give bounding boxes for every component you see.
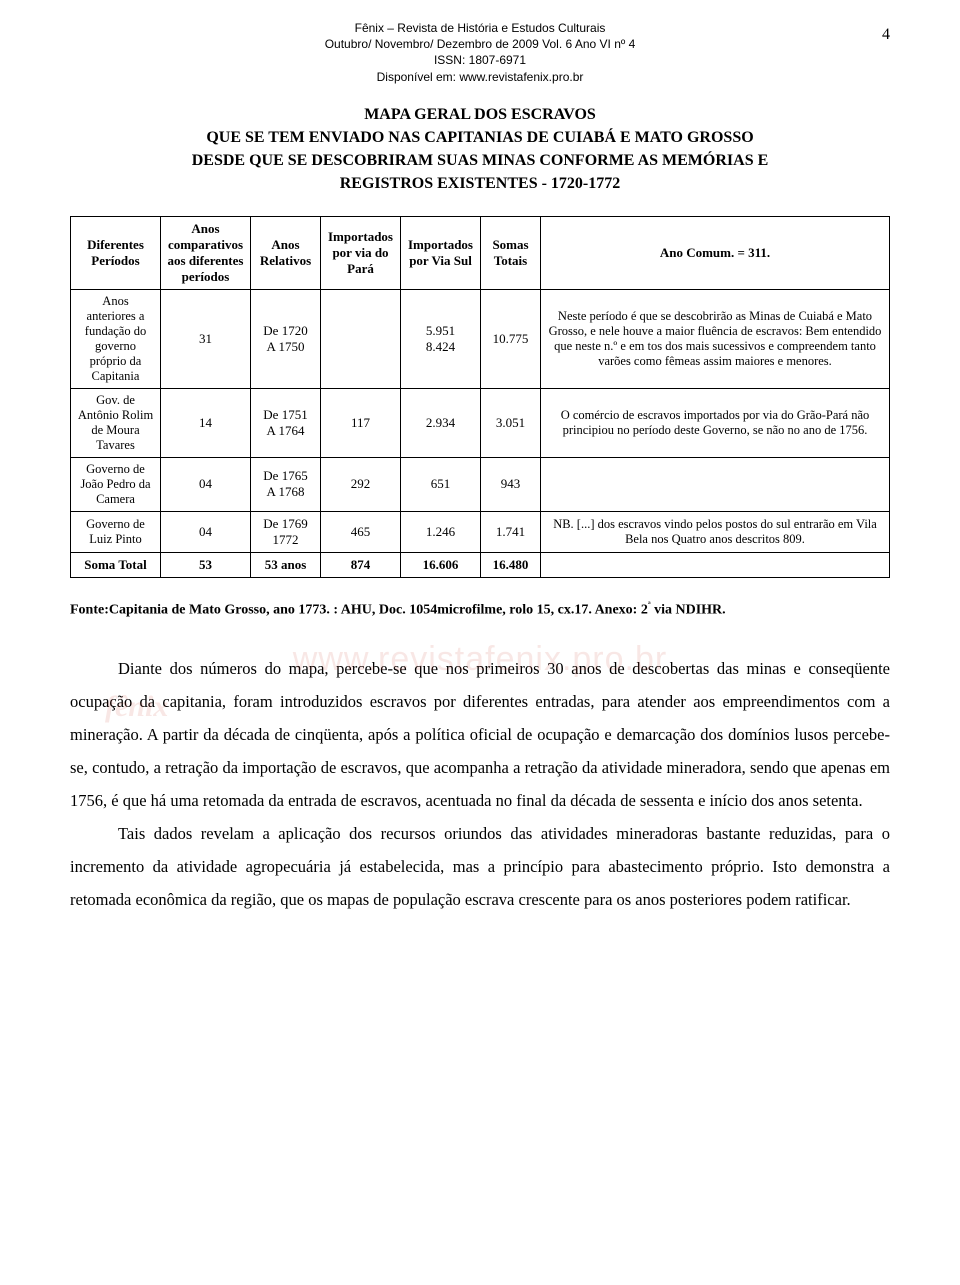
escravos-table: Diferentes Períodos Anos comparativos ao… [70, 216, 890, 578]
cell-comp: 53 [161, 552, 251, 577]
cell-sul: 5.951 8.424 [401, 289, 481, 388]
cell-note [541, 457, 890, 511]
table-row: Governo de Luiz Pinto 04 De 1769 1772 46… [71, 511, 890, 552]
cell-comp: 14 [161, 388, 251, 457]
col-header: Anos Relativos [251, 216, 321, 289]
journal-header: Fênix – Revista de História e Estudos Cu… [70, 20, 890, 85]
cell-note: NB. [...] dos escravos vindo pelos posto… [541, 511, 890, 552]
table-header-row: Diferentes Períodos Anos comparativos ao… [71, 216, 890, 289]
header-line: Fênix – Revista de História e Estudos Cu… [70, 20, 890, 36]
cell-totais: 10.775 [481, 289, 541, 388]
cell-sul: 1.246 [401, 511, 481, 552]
col-header: Somas Totais [481, 216, 541, 289]
header-line: ISSN: 1807-6971 [70, 52, 890, 68]
cell-totais: 16.480 [481, 552, 541, 577]
table-row: Anos anteriores a fundação do governo pr… [71, 289, 890, 388]
cell-rel: De 1751 A 1764 [251, 388, 321, 457]
col-header: Importados por via do Pará [321, 216, 401, 289]
col-header: Anos comparativos aos diferentes período… [161, 216, 251, 289]
cell-totais: 943 [481, 457, 541, 511]
fonte-suffix: via NDIHR. [651, 602, 726, 617]
header-line: Outubro/ Novembro/ Dezembro de 2009 Vol.… [70, 36, 890, 52]
table-row: Governo de João Pedro da Camera 04 De 17… [71, 457, 890, 511]
col-header: Importados por Via Sul [401, 216, 481, 289]
cell-periodo: Governo de João Pedro da Camera [71, 457, 161, 511]
cell-comp: 31 [161, 289, 251, 388]
fonte-text: Fonte:Capitania de Mato Grosso, ano 1773… [70, 602, 648, 617]
cell-rel: De 1720 A 1750 [251, 289, 321, 388]
body-text: Diante dos números do mapa, percebe-se q… [70, 652, 890, 916]
col-header: Ano Comum. = 311. [541, 216, 890, 289]
title-line: QUE SE TEM ENVIADO NAS CAPITANIAS DE CUI… [206, 129, 753, 146]
cell-para: 874 [321, 552, 401, 577]
cell-para [321, 289, 401, 388]
cell-para: 117 [321, 388, 401, 457]
header-line: Disponível em: www.revistafenix.pro.br [70, 69, 890, 85]
title-line: REGISTROS EXISTENTES - 1720-1772 [340, 175, 621, 192]
cell-note [541, 552, 890, 577]
cell-para: 292 [321, 457, 401, 511]
cell-rel: 53 anos [251, 552, 321, 577]
page-number: 4 [882, 26, 890, 44]
paragraph: Tais dados revelam a aplicação dos recur… [70, 817, 890, 916]
paragraph: Diante dos números do mapa, percebe-se q… [70, 652, 890, 817]
table-footer-row: Soma Total 53 53 anos 874 16.606 16.480 [71, 552, 890, 577]
cell-comp: 04 [161, 511, 251, 552]
cell-para: 465 [321, 511, 401, 552]
title-line: MAPA GERAL DOS ESCRAVOS [364, 106, 596, 123]
cell-note: Neste período é que se descobrirão as Mi… [541, 289, 890, 388]
source-citation: Fonte:Capitania de Mato Grosso, ano 1773… [70, 600, 890, 619]
cell-periodo: Anos anteriores a fundação do governo pr… [71, 289, 161, 388]
cell-sul: 651 [401, 457, 481, 511]
cell-comp: 04 [161, 457, 251, 511]
title-line: DESDE QUE SE DESCOBRIRAM SUAS MINAS CONF… [192, 152, 769, 169]
cell-note: O comércio de escravos importados por vi… [541, 388, 890, 457]
cell-periodo: Gov. de Antônio Rolim de Moura Tavares [71, 388, 161, 457]
cell-rel: De 1769 1772 [251, 511, 321, 552]
col-header: Diferentes Períodos [71, 216, 161, 289]
cell-sul: 2.934 [401, 388, 481, 457]
cell-periodo: Governo de Luiz Pinto [71, 511, 161, 552]
cell-totais: 1.741 [481, 511, 541, 552]
cell-rel: De 1765 A 1768 [251, 457, 321, 511]
table-row: Gov. de Antônio Rolim de Moura Tavares 1… [71, 388, 890, 457]
cell-sul: 16.606 [401, 552, 481, 577]
cell-totais: 3.051 [481, 388, 541, 457]
cell-label: Soma Total [71, 552, 161, 577]
document-title: MAPA GERAL DOS ESCRAVOS QUE SE TEM ENVIA… [70, 103, 890, 196]
